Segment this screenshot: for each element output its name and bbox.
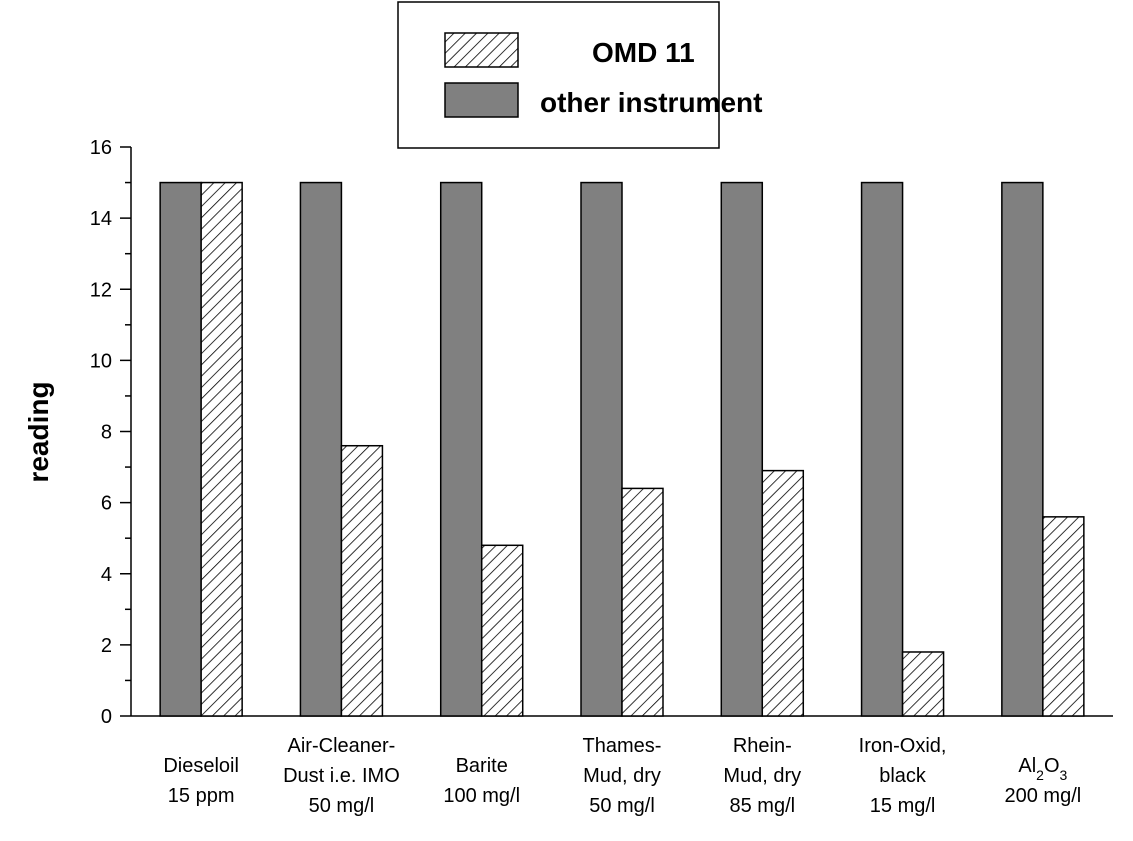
x-category-label: Barite 100 mg/l (443, 755, 520, 807)
bar-other-instrument (580, 181, 623, 717)
x-category-label: Al2O3 200 mg/l (1004, 755, 1081, 807)
bar-omd11 (480, 544, 524, 717)
legend: OMD 11 other instrument (397, 1, 762, 149)
y-tick-label: 16 (90, 137, 112, 159)
y-tick-label: 14 (90, 208, 112, 230)
bar-omd11 (901, 651, 945, 717)
bar-omd11 (1042, 516, 1085, 717)
bar-other-instrument (860, 181, 904, 717)
x-category-label: Air-Cleaner-Dust i.e. IMO 50 mg/l (283, 735, 400, 817)
bars (159, 181, 1085, 717)
y-tick-label: 2 (101, 635, 112, 657)
y-tick-label: 8 (101, 422, 112, 444)
bar-other-instrument (439, 181, 483, 717)
bar-other-instrument (299, 181, 343, 717)
y-tick-label: 6 (101, 493, 112, 515)
y-tick-label: 12 (90, 279, 112, 301)
y-ticks: 0 2 4 6 8 10 12 14 16 (90, 137, 131, 728)
x-category-labels: Dieseloil 15 ppm Air-Cleaner-Dust i.e. IMO… (163, 735, 1081, 817)
x-category-label: Thames-Mud, dry 50 mg/l (583, 735, 662, 817)
y-axis-label: reading (23, 381, 54, 482)
x-category-label: Iron-Oxid, black 15 mg/l (859, 735, 947, 817)
bar-omd11 (200, 181, 243, 717)
legend-swatch-other-instrument (444, 82, 519, 118)
legend-label-omd11: OMD 11 (592, 37, 695, 68)
bar-other-instrument (720, 181, 764, 717)
y-tick-label: 4 (101, 564, 112, 586)
x-category-label: Rhein-Mud, dry 85 mg/l (723, 735, 801, 817)
legend-box (397, 1, 720, 149)
bar-omd11 (340, 444, 384, 717)
y-tick-label: 0 (101, 706, 112, 728)
bar-omd11 (621, 487, 664, 717)
y-tick-label: 10 (90, 350, 112, 372)
legend-label-other-instrument: other instrument (540, 87, 762, 118)
bar-omd11 (761, 469, 805, 717)
x-category-label: Dieseloil 15 ppm (163, 755, 239, 807)
bar-other-instrument (159, 181, 202, 717)
bar-other-instrument (1001, 181, 1044, 717)
legend-swatch-omd11 (444, 32, 519, 68)
